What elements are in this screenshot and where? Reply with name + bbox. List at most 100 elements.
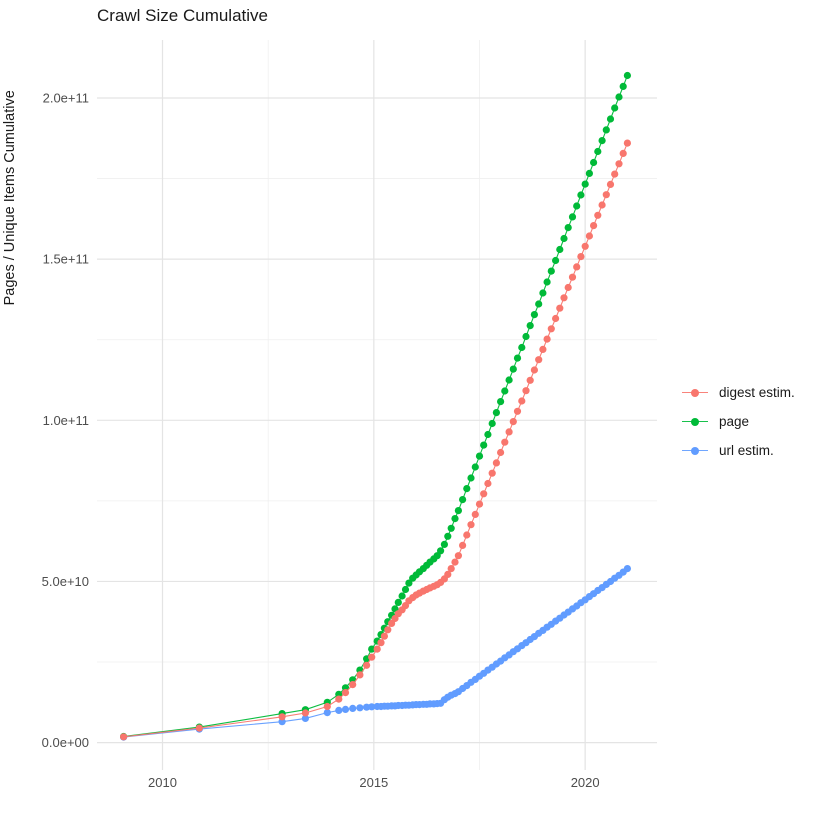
data-point-page [394,598,402,607]
data-point-digest-estim- [373,645,381,653]
x-tick-label: 2010 [148,775,177,790]
data-point-page [581,180,589,188]
data-point-page [598,137,606,145]
data-point-page [547,267,555,275]
data-point-digest-estim- [615,160,623,168]
data-point-url-estim- [349,704,357,713]
data-point-page [594,147,602,156]
data-point-digest-estim- [560,294,568,302]
data-point-digest-estim- [368,653,376,661]
data-point-digest-estim- [380,632,388,640]
data-point-digest-estim- [377,639,385,647]
data-point-digest-estim- [463,531,471,539]
data-point-digest-estim- [577,253,585,261]
data-point-digest-estim- [488,469,496,477]
data-point-digest-estim- [547,325,555,333]
data-point-url-estim- [368,703,376,711]
data-point-digest-estim- [568,273,577,281]
data-point-digest-estim- [349,681,357,689]
data-point-page [480,441,488,449]
data-point-url-estim- [301,714,309,723]
x-tick-label: 2015 [359,775,388,790]
data-point-page [492,409,500,417]
data-point-page [539,289,547,297]
y-tick-label: 1.0e+11 [43,413,89,428]
data-point-page [564,224,572,232]
chart-title: Crawl Size Cumulative [97,6,268,25]
data-point-digest-estim- [509,418,517,426]
data-point-digest-estim- [301,709,309,717]
data-point-page [509,365,517,373]
data-point-page [463,485,471,493]
data-point-digest-estim- [501,438,509,446]
data-point-url-estim- [335,706,343,715]
data-point-digest-estim- [556,304,564,312]
data-point-digest-estim- [497,448,505,457]
data-point-page [471,463,479,471]
data-point-page [368,645,376,653]
data-point-digest-estim- [120,733,128,741]
data-point-page [398,592,406,600]
data-point-digest-estim- [611,170,619,178]
data-point-page [405,579,413,587]
data-point-digest-estim- [518,397,526,405]
data-point-digest-estim- [590,222,598,230]
data-point-page [518,343,526,352]
data-point-digest-estim- [539,345,547,353]
data-point-digest-estim- [484,479,492,488]
data-point-page [590,158,598,167]
data-point-digest-estim- [598,201,606,209]
data-point-digest-estim- [384,626,392,634]
data-point-digest-estim- [444,570,452,579]
y-tick-label: 0.0e+00 [42,735,89,750]
data-point-page [484,430,492,439]
data-point-page [606,115,615,123]
data-point-digest-estim- [492,459,500,467]
data-point-digest-estim- [323,702,331,711]
data-point-digest-estim- [447,565,455,573]
legend: digest estim. page url estim. [680,378,795,465]
data-point-digest-estim- [505,428,513,436]
legend-item-page: page [680,407,795,436]
data-point-digest-estim- [623,139,632,147]
legend-label: digest estim. [719,385,795,400]
data-point-page [573,202,581,210]
legend-item-digest-estim-: digest estim. [680,378,795,407]
data-point-page [501,387,509,395]
data-point-page [585,169,594,177]
data-point-page [522,332,530,341]
data-point-page [475,452,484,460]
data-point-page [454,507,462,515]
data-point-digest-estim- [471,510,479,518]
data-point-digest-estim- [564,283,572,292]
data-point-page [543,278,551,286]
data-point-digest-estim- [475,500,484,508]
legend-label: page [719,414,750,429]
data-point-page [560,234,568,243]
data-point-page [440,540,448,549]
data-point-digest-estim- [467,521,475,529]
data-point-digest-estim- [602,191,610,199]
data-point-digest-estim- [451,558,459,566]
data-point-digest-estim- [606,180,615,188]
data-point-digest-estim- [363,661,371,669]
data-point-page [437,547,445,555]
legend-key-icon [680,415,710,429]
data-point-page [611,104,619,112]
data-point-page [577,191,585,199]
legend-label: url estim. [719,443,774,458]
data-point-digest-estim- [530,366,539,374]
data-point-page [602,126,610,134]
data-point-page [444,532,452,540]
data-point-digest-estim- [341,689,350,697]
data-point-digest-estim- [513,407,522,415]
data-point-digest-estim- [526,376,534,384]
data-point-digest-estim- [573,263,581,271]
data-point-page [552,256,560,265]
data-point-page [568,213,577,221]
data-point-digest-estim- [454,552,462,560]
data-point-digest-estim- [619,149,627,157]
data-point-page [513,354,522,362]
y-tick-label: 5.0e+10 [42,574,89,589]
